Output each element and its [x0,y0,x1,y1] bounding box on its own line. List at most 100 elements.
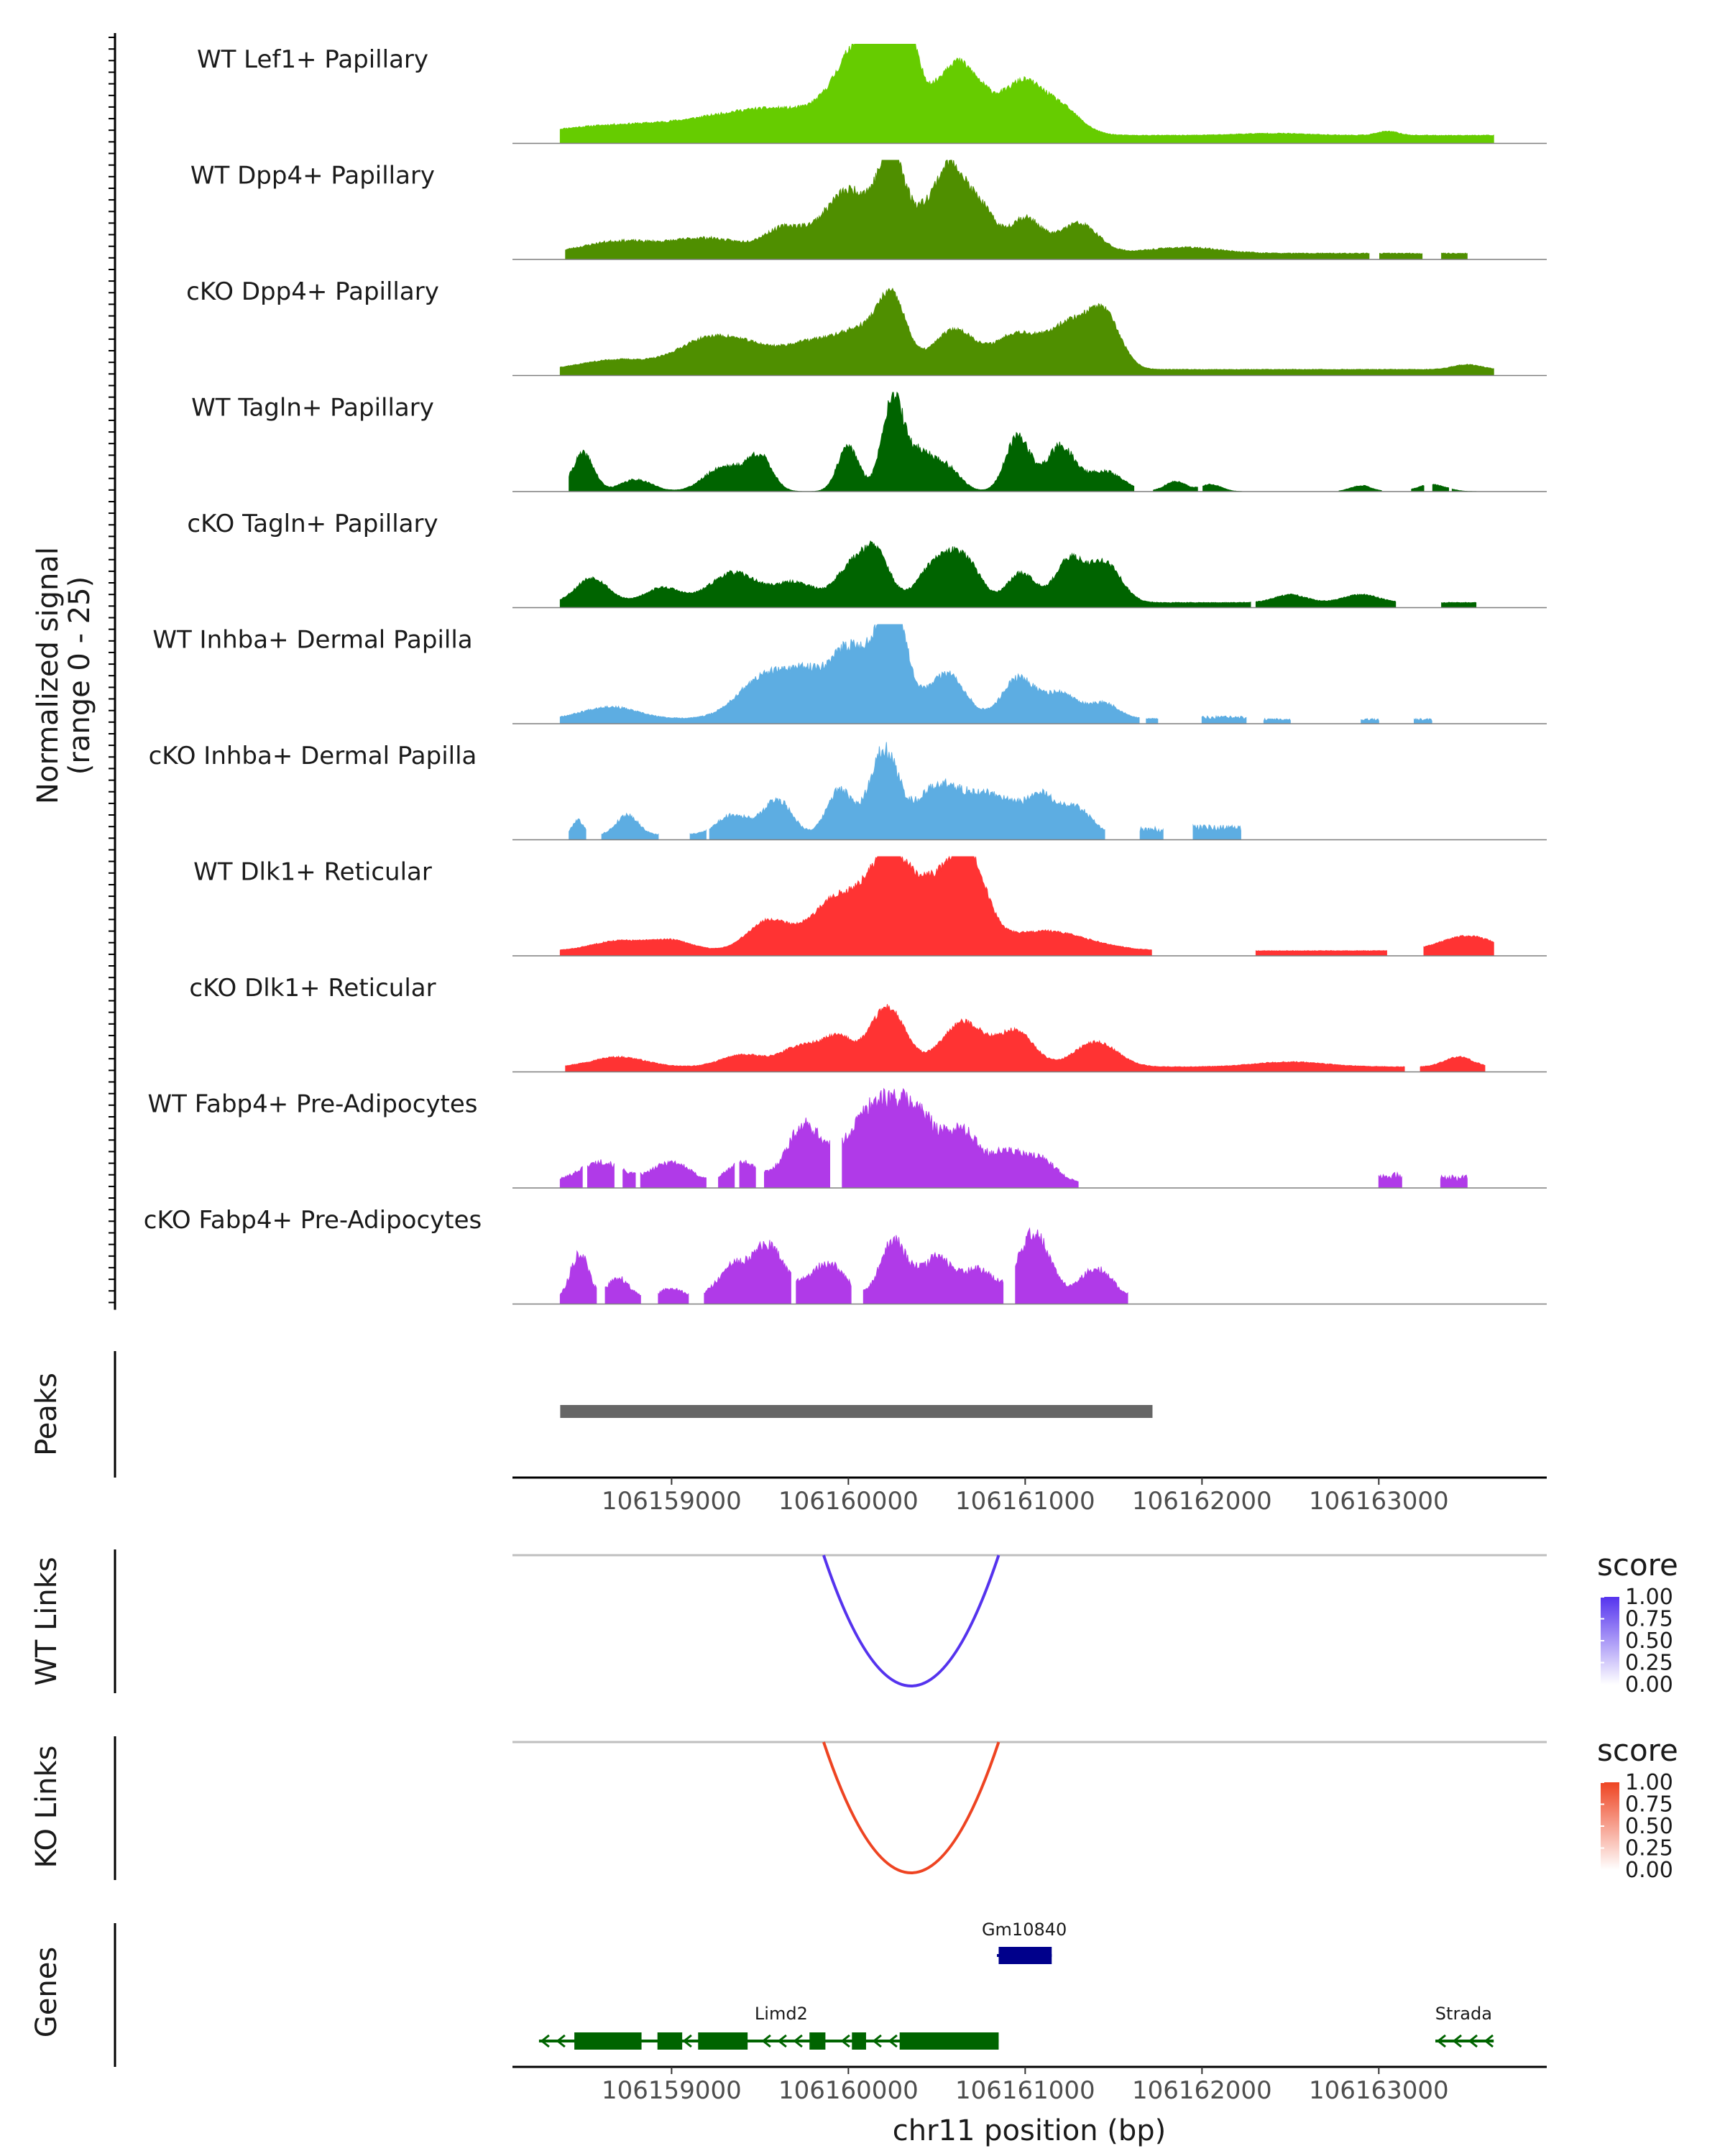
track-3: WT Tagln+ Papillary [191,391,1547,492]
strand-arrow [540,2034,550,2048]
genes-panel: Genes Gm10840 Limd2 Strada [30,1920,1494,2067]
genes-label: Genes [30,1947,63,2037]
signal-area [739,1160,756,1189]
signal-area [1255,593,1397,608]
gene-label: Limd2 [755,2004,808,2024]
signal-area [862,1235,1004,1304]
signal-area [1153,480,1198,492]
track-9: WT Fabp4+ Pre-Adipocytes [148,1087,1547,1189]
exon [899,2032,999,2050]
exon [574,2032,642,2050]
strand-arrow [1452,2034,1462,2048]
gene-label: Strada [1435,2004,1492,2024]
signal-area [1378,1171,1402,1189]
track-label: WT Tagln+ Papillary [191,394,434,423]
peak-region [560,1405,1153,1418]
track-8: cKO Dlk1+ Reticular [189,974,1547,1073]
signal-area [1441,602,1477,608]
ko-links [512,1741,1547,1874]
exon [852,2032,866,2050]
strand-arrow [840,2034,850,2048]
signal-area [689,829,707,840]
signal-area [1139,825,1164,840]
signal-area [1192,824,1241,840]
ko-links-label: KO Links [30,1746,63,1869]
x-tick-label: 106163000 [1309,2076,1449,2105]
strand-arrow [1436,2034,1446,2048]
signal-area [658,1287,689,1304]
legend-tick-label: 0.00 [1625,1858,1673,1883]
legend-title: score [1597,1733,1678,1768]
track-6: cKO Inhba+ Dermal Papilla [149,742,1547,841]
track-label: cKO Dlk1+ Reticular [189,974,436,1003]
signal-area [559,1250,597,1304]
signal-area [842,1087,1079,1189]
signal-area [1255,950,1387,957]
strand-arrow [1468,2034,1478,2048]
signal-area [559,540,1251,608]
gene-strada: Strada [1435,2004,1494,2048]
exon [998,1947,1052,1964]
signal-area [587,1159,615,1189]
signal-area [1423,935,1494,957]
track-label: WT Lef1+ Papillary [197,45,428,74]
signal-area [1414,717,1432,724]
strand-arrow [556,2034,566,2048]
x-tick-label: 106160000 [778,2076,919,2105]
x-tick-label: 106163000 [1309,1487,1449,1516]
track-7: WT Dlk1+ Reticular [193,855,1547,957]
wt-links [512,1554,1547,1687]
x-axis-top: 106159000 106160000 106161000 106162000 1061… [512,1476,1547,1516]
legend-tick-label: 0.00 [1625,1672,1673,1697]
track-label: WT Dpp4+ Papillary [190,162,435,190]
signal-area [569,818,586,840]
signal-area [559,624,1140,724]
signal-area [604,1276,641,1304]
x-tick-label: 106162000 [1132,1487,1272,1516]
track-10: cKO Fabp4+ Pre-Adipocytes [144,1206,1547,1305]
track-4: cKO Tagln+ Papillary [187,510,1547,609]
x-tick-label: 106161000 [955,2076,1095,2105]
track-2: cKO Dpp4+ Papillary [186,277,1547,377]
signal-area [640,1160,707,1189]
link-arc [822,1741,1000,1874]
peaks-bars [560,1405,1153,1418]
strand-arrow [761,2034,771,2048]
signal-area [1441,252,1468,260]
gene-gm10840: Gm10840 [982,1920,1067,1964]
signal-area [1015,1227,1128,1304]
gene-limd2: Limd2 [538,2004,999,2050]
signal-axis [109,33,116,1310]
legend-tick-label: 0.75 [1625,1792,1673,1818]
signal-area [1201,714,1247,724]
signal-area [709,742,1105,840]
x-tick-label: 106161000 [955,1487,1095,1516]
signal-axis-title-line2: (range 0 - 25) [63,576,96,775]
legend-tick-label: 1.00 [1625,1770,1673,1795]
signal-area [622,1168,636,1189]
strand-arrow [682,2034,692,2048]
peaks-label: Peaks [30,1373,63,1456]
gene-label: Gm10840 [982,1920,1067,1940]
signal-area [1202,483,1243,492]
x-tick-label: 106160000 [778,1487,919,1516]
legend-tick-label: 0.50 [1625,1814,1673,1839]
strand-arrow [1484,2034,1494,2048]
track-5: WT Inhba+ Dermal Papilla [152,624,1547,724]
x-axis-title: chr11 position (bp) [893,2114,1167,2147]
signal-area [559,855,1152,957]
legend-tick-label: 0.50 [1625,1628,1673,1654]
legend-tick-label: 1.00 [1625,1585,1673,1610]
exon [657,2032,683,2050]
signal-area [1411,484,1425,492]
track-label: cKO Fabp4+ Pre-Adipocytes [144,1206,482,1235]
signal-area [559,44,1494,144]
signal-area [764,1118,830,1189]
legend-title: score [1597,1547,1678,1583]
signal-area [569,391,1135,492]
signal-area [565,1004,1405,1072]
signal-axis-title-line1: Normalized signal [32,547,65,804]
